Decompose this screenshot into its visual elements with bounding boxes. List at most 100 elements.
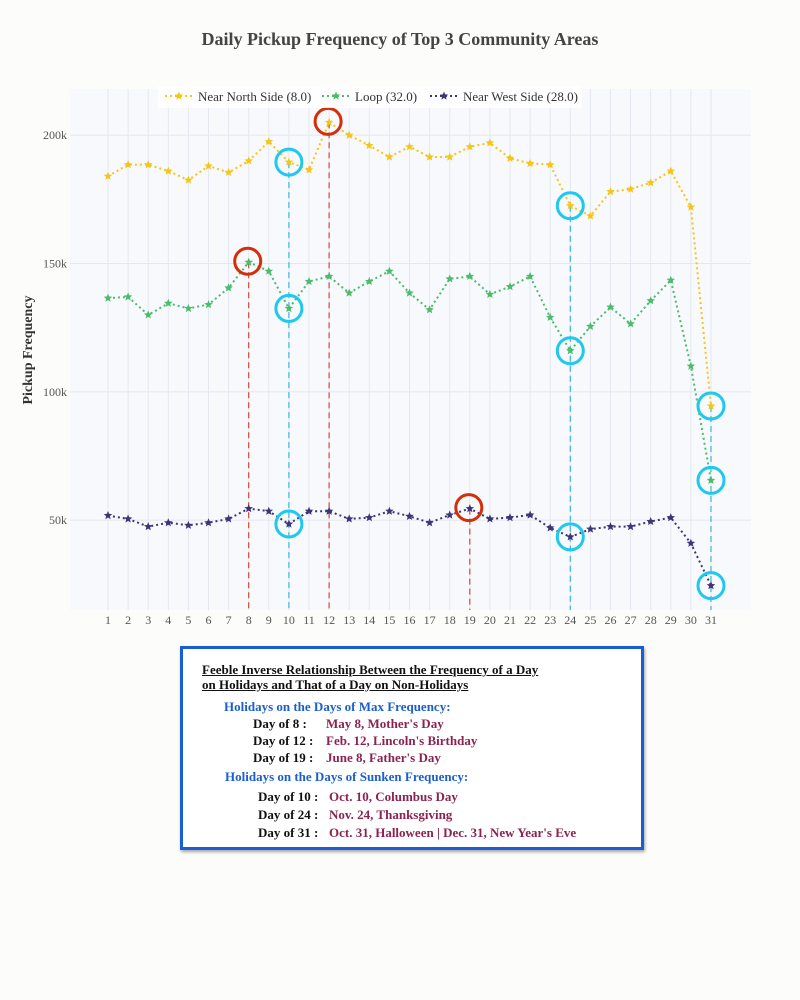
max-day-label: Day of 12 : — [253, 733, 314, 748]
data-point-marker — [224, 167, 233, 177]
data-point-marker — [284, 157, 294, 166]
series-layer — [103, 117, 716, 590]
data-point-marker — [586, 211, 595, 220]
data-point-marker — [465, 142, 475, 151]
max-day-holiday: May 8, Mother's Day — [326, 716, 444, 731]
data-point-marker — [324, 271, 334, 280]
data-point-marker — [626, 184, 635, 193]
data-point-marker — [545, 312, 555, 322]
data-point-marker — [525, 158, 535, 168]
data-point-marker — [365, 276, 374, 286]
x-tick-label: 1 — [105, 613, 111, 627]
x-tick-label: 25 — [584, 613, 596, 627]
data-point-marker — [123, 292, 133, 301]
x-tick-label: 30 — [685, 613, 697, 627]
x-tick-label: 22 — [524, 613, 536, 627]
data-point-marker — [324, 506, 334, 515]
x-tick-label: 15 — [383, 613, 395, 627]
data-point-marker — [365, 513, 374, 522]
legend-swatch-marker — [174, 91, 184, 100]
min-frequency-circle — [696, 391, 726, 421]
data-point-marker — [686, 202, 696, 211]
legend-label: Near North Side (8.0) — [198, 89, 311, 104]
data-point-marker — [304, 276, 314, 286]
data-point-marker — [405, 288, 414, 297]
data-point-marker — [525, 510, 535, 519]
x-tick-label: 5 — [185, 613, 191, 627]
x-tick-label: 3 — [145, 613, 151, 627]
data-point-marker — [204, 300, 213, 309]
data-point-marker — [304, 506, 314, 515]
sunken-holidays-title: Holidays on the Days of Sunken Frequency… — [225, 769, 469, 784]
data-point-marker — [445, 274, 454, 283]
min-day-holiday: Oct. 31, Halloween | Dec. 31, New Year's… — [329, 825, 577, 840]
x-tick-label: 19 — [464, 613, 476, 627]
x-tick-label: 7 — [226, 613, 232, 627]
data-point-marker — [425, 518, 434, 527]
highlight-circles — [233, 106, 726, 601]
data-point-marker — [586, 524, 595, 533]
axis-labels: 1 2 3 4 5 6 7 8 9 10 11 12 13 14 15 16 17 18 19 20 21 22 23 24 2… — [43, 128, 717, 627]
x-tick-label: 31 — [705, 613, 717, 627]
data-point-marker — [284, 519, 294, 528]
data-point-marker — [344, 514, 354, 523]
data-point-marker — [505, 282, 515, 291]
data-point-marker — [626, 522, 635, 531]
data-point-marker — [405, 142, 414, 151]
min-day-holiday: Nov. 24, Thanksgiving — [329, 807, 453, 822]
data-point-marker — [184, 175, 193, 184]
data-point-marker — [385, 152, 394, 161]
legend[interactable]: Near North Side (8.0) Loop (32.0) Near Wes… — [158, 86, 582, 108]
data-point-marker — [143, 160, 153, 169]
min-frequency-circle — [555, 191, 585, 221]
x-tick-label: 17 — [424, 613, 436, 627]
x-tick-label: 18 — [444, 613, 456, 627]
data-point-marker — [706, 401, 716, 410]
x-tick-label: 8 — [246, 613, 252, 627]
data-point-marker — [445, 152, 454, 161]
x-tick-label: 2 — [125, 613, 131, 627]
x-tick-label: 9 — [266, 613, 272, 627]
data-point-marker — [385, 506, 394, 515]
legend-label: Loop (32.0) — [355, 89, 417, 104]
legend-background — [158, 86, 582, 108]
x-tick-label: 4 — [165, 613, 171, 627]
x-tick-label: 26 — [605, 613, 617, 627]
max-day-label: Day of 19 : — [253, 750, 314, 765]
max-day-holiday: June 8, Father's Day — [326, 750, 441, 765]
data-point-marker — [646, 516, 655, 526]
x-tick-label: 13 — [343, 613, 355, 627]
data-point-marker — [365, 140, 374, 150]
y-tick-label: 150k — [43, 257, 67, 271]
data-point-marker — [626, 319, 635, 328]
data-point-marker — [304, 165, 314, 174]
x-tick-label: 6 — [206, 613, 212, 627]
data-point-marker — [184, 520, 193, 529]
data-point-marker — [224, 514, 233, 523]
data-point-marker — [344, 130, 354, 139]
data-point-marker — [566, 346, 575, 355]
x-tick-label: 14 — [363, 613, 375, 627]
legend-swatch-marker — [439, 91, 449, 100]
data-point-marker — [686, 538, 696, 547]
data-point-marker — [646, 178, 655, 187]
max-holidays-title: Holidays on the Days of Max Frequency: — [224, 699, 451, 714]
data-point-marker — [164, 166, 173, 175]
data-point-marker — [566, 532, 575, 541]
data-point-marker — [706, 581, 716, 590]
data-point-marker — [344, 288, 354, 297]
data-point-marker — [123, 160, 133, 169]
min-frequency-circle — [696, 571, 726, 601]
data-point-marker — [405, 511, 414, 520]
min-day-label: Day of 24 : — [258, 807, 319, 822]
max-frequency-circle — [454, 493, 484, 523]
data-point-marker — [204, 518, 213, 527]
x-tick-label: 11 — [303, 613, 315, 627]
data-point-marker — [666, 166, 676, 175]
x-tick-label: 10 — [283, 613, 295, 627]
min-frequency-circle — [274, 509, 304, 539]
legend-swatch-marker — [331, 91, 341, 100]
data-point-marker — [164, 518, 173, 527]
min-day-holiday: Oct. 10, Columbus Day — [329, 789, 458, 804]
min-frequency-circle — [274, 293, 304, 323]
